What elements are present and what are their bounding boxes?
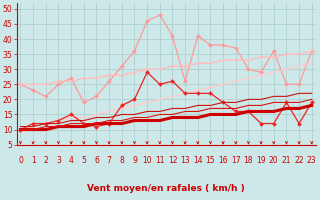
X-axis label: Vent moyen/en rafales ( km/h ): Vent moyen/en rafales ( km/h )	[87, 184, 245, 193]
